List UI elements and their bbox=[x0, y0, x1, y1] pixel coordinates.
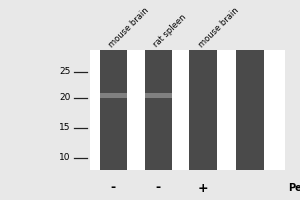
Text: rat spleen: rat spleen bbox=[152, 13, 188, 49]
Bar bbox=[145, 93, 172, 98]
Text: -: - bbox=[111, 182, 116, 194]
Text: mouse brain: mouse brain bbox=[197, 5, 240, 49]
Text: mouse brain: mouse brain bbox=[107, 5, 151, 49]
Text: 20: 20 bbox=[59, 94, 70, 102]
Bar bbox=[90, 50, 285, 170]
Bar bbox=[100, 93, 127, 98]
Bar bbox=[145, 50, 172, 170]
Bar bbox=[190, 50, 217, 170]
Bar bbox=[236, 50, 264, 170]
Text: 15: 15 bbox=[59, 123, 70, 132]
Text: -: - bbox=[156, 182, 161, 194]
Text: 10: 10 bbox=[59, 154, 70, 162]
Text: +: + bbox=[198, 182, 208, 194]
Text: 25: 25 bbox=[59, 67, 70, 76]
Text: Peptide: Peptide bbox=[288, 183, 300, 193]
Bar bbox=[100, 50, 127, 170]
